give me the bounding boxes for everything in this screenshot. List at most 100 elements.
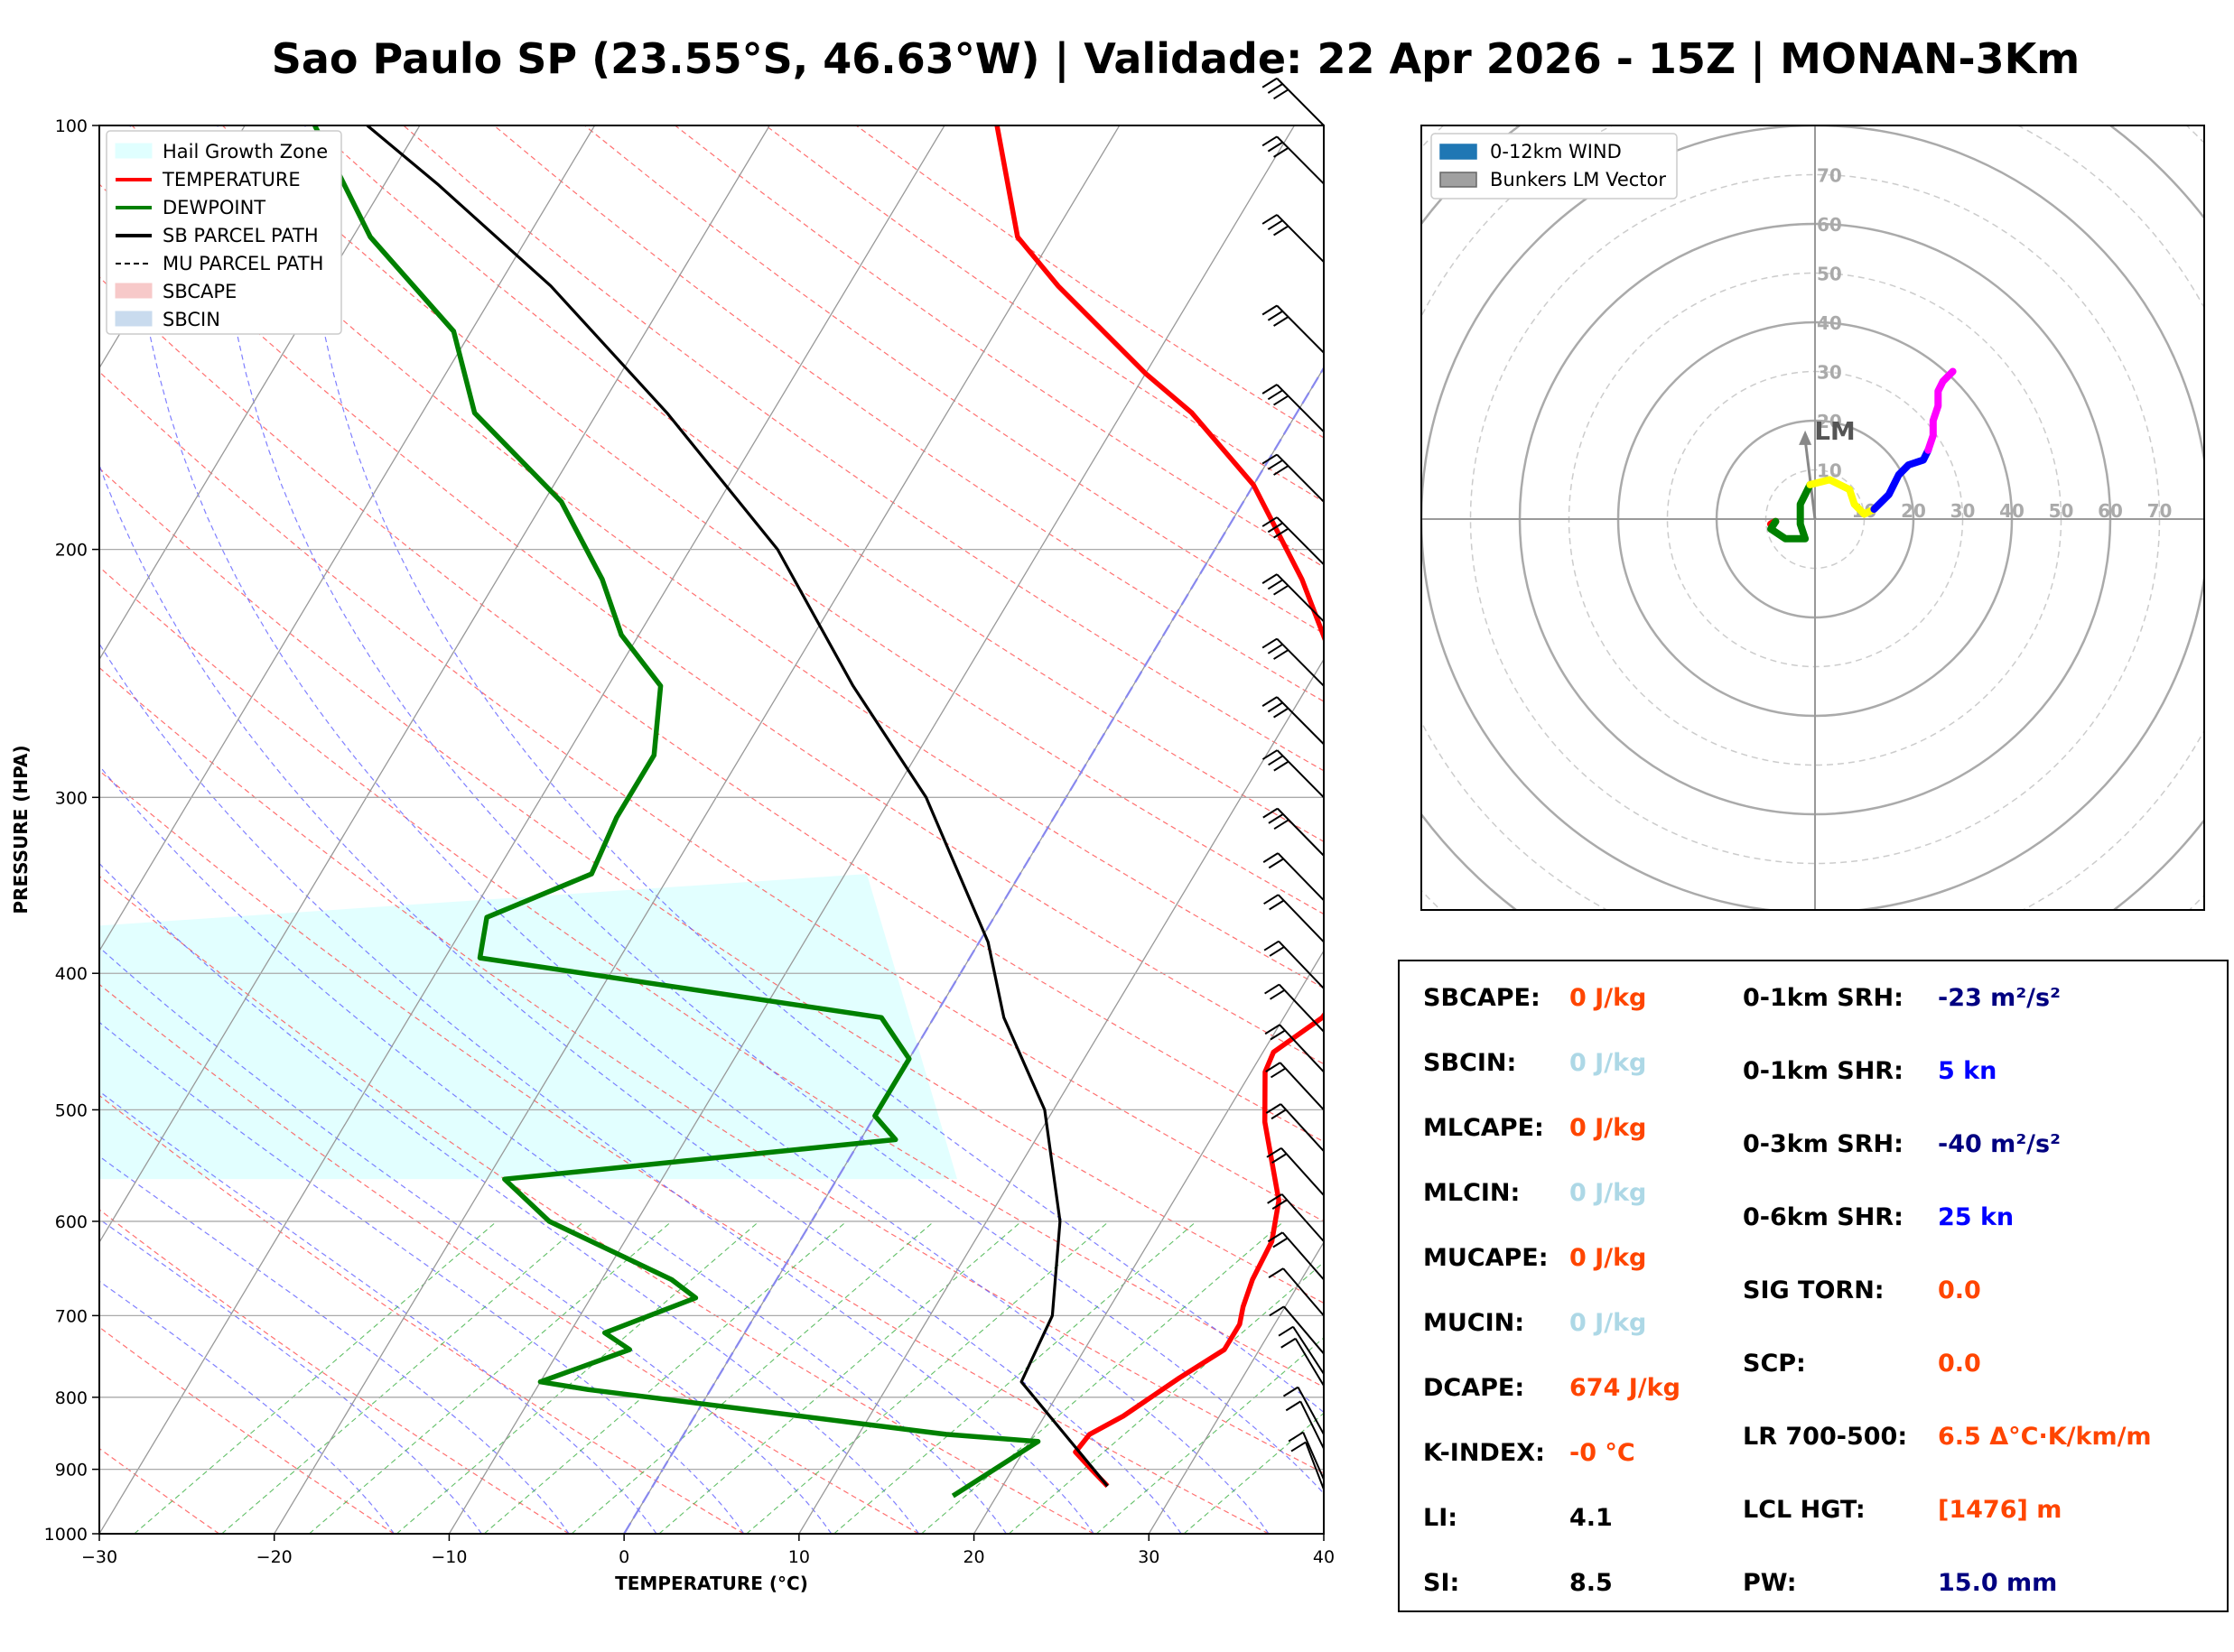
barb-flag xyxy=(1267,459,1283,470)
wind-barb xyxy=(1266,1146,1325,1196)
y-tick-label: 700 xyxy=(55,1306,88,1326)
ring-label-y: 70 xyxy=(1817,165,1842,187)
wind-barb xyxy=(1267,1231,1325,1281)
barb-flag xyxy=(1273,527,1289,539)
barb-flag xyxy=(1267,643,1283,654)
barb-shaft xyxy=(1305,1442,1325,1490)
index-value: 674 J/kg xyxy=(1569,1374,1680,1402)
barb-shaft xyxy=(1278,983,1325,1033)
wind-barb xyxy=(1264,983,1325,1033)
moist-adiabat xyxy=(99,765,1007,1534)
barb-flag xyxy=(1264,983,1280,995)
mixing-ratio-line xyxy=(571,1220,935,1534)
barb-shaft xyxy=(1276,214,1325,263)
hodograph-ring xyxy=(1715,419,1915,619)
index-label: LCL HGT: xyxy=(1743,1496,1866,1524)
wind-barb xyxy=(1261,214,1325,263)
index-value: 15.0 mm xyxy=(1938,1569,2058,1597)
index-label: MUCAPE: xyxy=(1423,1244,1549,1272)
index-value: 0 J/kg xyxy=(1569,1309,1647,1337)
barb-flag xyxy=(1273,316,1289,327)
mixing-ratio-line xyxy=(134,1220,498,1534)
barb-flag xyxy=(1269,1305,1285,1317)
barb-flag xyxy=(1269,946,1285,957)
barb-shaft xyxy=(1297,1387,1325,1435)
index-value: -0 °C xyxy=(1569,1439,1635,1467)
dry-adiabat xyxy=(99,1209,570,1534)
ring-label-y: 20 xyxy=(1817,411,1842,432)
dry-adiabat xyxy=(493,125,1324,702)
isotherm xyxy=(99,125,945,1534)
y-tick-label: 1000 xyxy=(44,1525,88,1545)
barb-shaft xyxy=(1276,637,1325,687)
wind-barb xyxy=(1265,1062,1325,1111)
hodograph-ring xyxy=(1421,125,2204,910)
wind-barb xyxy=(1262,807,1325,857)
barb-shaft xyxy=(1276,78,1325,126)
y-tick-label: 200 xyxy=(55,541,88,561)
hodograph-ring xyxy=(1666,370,1964,668)
barb-flag xyxy=(1261,77,1278,88)
dry-adiabat xyxy=(99,371,1324,1222)
barb-flag xyxy=(1261,637,1278,649)
bunkers-lm-arrowhead xyxy=(1799,430,1812,445)
hodo-legend-label: 0-12km WIND xyxy=(1490,141,1622,162)
legend-label: SBCIN xyxy=(163,309,220,330)
moist-adiabat xyxy=(99,1218,482,1534)
index-value: 25 kn xyxy=(1938,1203,2015,1231)
index-label: LR 700-500: xyxy=(1743,1423,1908,1451)
hodograph-ring xyxy=(1421,125,2204,910)
barb-shaft xyxy=(1276,384,1325,432)
y-tick-label: 300 xyxy=(55,788,88,808)
barb-shaft xyxy=(1276,749,1325,799)
barb-flag xyxy=(1267,389,1283,401)
barb-flag xyxy=(1270,1067,1287,1079)
index-label: SIG TORN: xyxy=(1743,1276,1885,1304)
barb-shaft xyxy=(1280,1103,1325,1152)
index-label: SI: xyxy=(1423,1569,1460,1597)
barb-shaft xyxy=(1280,1147,1325,1196)
barb-shaft xyxy=(1294,1338,1325,1387)
barb-flag xyxy=(1271,1199,1288,1210)
freezing-isotherm xyxy=(623,366,1324,1534)
wind-barb xyxy=(1278,1325,1325,1375)
barb-flag xyxy=(1273,225,1289,237)
barb-shaft xyxy=(1276,696,1325,746)
dry-adiabat xyxy=(403,125,1324,772)
legend-label: TEMPERATURE xyxy=(162,169,301,190)
hodograph-segment-3-6km xyxy=(1806,476,1878,518)
index-label: LI: xyxy=(1423,1504,1458,1532)
moist-adiabat xyxy=(99,1091,657,1534)
legend-label: SBCAPE xyxy=(163,281,237,302)
barb-shaft xyxy=(1277,807,1325,857)
barb-shaft xyxy=(1281,1231,1325,1281)
barb-flag xyxy=(1271,1109,1287,1120)
isotherm xyxy=(99,125,246,369)
hodograph-legend: 0-12km WIND Bunkers LM Vector xyxy=(1430,133,1678,200)
barb-flag xyxy=(1267,1193,1283,1204)
index-value: 0 J/kg xyxy=(1569,1244,1647,1272)
page-title: Sao Paulo SP (23.55°S, 46.63°W) | Valida… xyxy=(271,34,2080,83)
barb-flag xyxy=(1282,1386,1299,1397)
profile-temperature xyxy=(994,125,1324,1489)
barb-flag xyxy=(1267,1231,1283,1243)
index-label: 0-3km SRH: xyxy=(1743,1130,1904,1158)
barb-flag xyxy=(1273,147,1289,158)
moist-adiabat xyxy=(304,125,1324,1414)
barb-flag xyxy=(1265,1103,1281,1114)
ring-label-y: 60 xyxy=(1817,214,1842,236)
hodograph-ring xyxy=(1616,320,2014,718)
wind-barb xyxy=(1261,696,1325,746)
wind-barb xyxy=(1261,573,1325,623)
wind-barb xyxy=(1261,637,1325,687)
dry-adiabat xyxy=(312,125,1324,842)
isotherm xyxy=(274,125,1121,1534)
barb-shaft xyxy=(1302,1432,1325,1480)
legend-swatch xyxy=(115,283,153,299)
wind-barb xyxy=(1263,940,1325,989)
x-tick-label: 20 xyxy=(963,1547,984,1567)
lm-label: LM xyxy=(1814,416,1856,446)
mixing-ratio-line xyxy=(746,1220,1110,1534)
mixing-ratio-line xyxy=(483,1220,847,1534)
hail-growth-zone xyxy=(99,874,957,1180)
